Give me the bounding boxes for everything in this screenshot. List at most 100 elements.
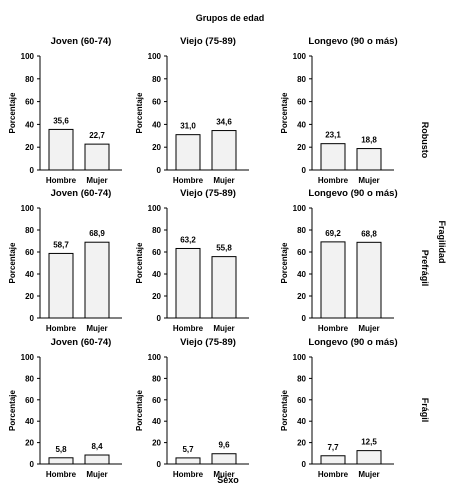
bar-value-label: 31,0 xyxy=(180,122,196,131)
bar-value-label: 58,7 xyxy=(53,240,69,249)
bar-hombre xyxy=(176,135,200,170)
panel-title: Longevo (90 o más) xyxy=(308,337,397,348)
y-axis-label: Porcentaje xyxy=(135,242,144,283)
y-tick-label: 100 xyxy=(293,353,307,362)
y-tick-label: 60 xyxy=(152,396,161,405)
bar-value-label: 5,7 xyxy=(182,445,194,454)
bar-mujer xyxy=(85,242,109,318)
y-tick-label: 0 xyxy=(157,314,162,323)
bar-mujer xyxy=(357,149,381,170)
panel-title: Viejo (75-89) xyxy=(180,337,236,348)
x-category-label: Hombre xyxy=(46,324,77,333)
y-tick-label: 60 xyxy=(25,396,34,405)
bar-value-label: 23,1 xyxy=(325,131,341,140)
x-category-label: Mujer xyxy=(86,176,107,185)
bar-hombre xyxy=(321,144,345,170)
y-axis-label: Porcentaje xyxy=(135,389,144,430)
y-tick-label: 60 xyxy=(297,396,306,405)
panel-title: Viejo (75-89) xyxy=(180,188,236,199)
y-tick-label: 0 xyxy=(157,460,162,469)
y-tick-label: 80 xyxy=(152,226,161,235)
y-tick-label: 0 xyxy=(302,314,307,323)
bar-mujer xyxy=(357,451,381,464)
y-tick-label: 20 xyxy=(152,292,161,301)
bar-value-label: 55,8 xyxy=(216,244,232,253)
y-tick-label: 80 xyxy=(25,226,34,235)
bar-value-label: 63,2 xyxy=(180,235,196,244)
y-tick-label: 40 xyxy=(25,270,34,279)
y-tick-label: 100 xyxy=(148,353,162,362)
y-tick-label: 100 xyxy=(21,204,35,213)
x-category-label: Mujer xyxy=(86,324,107,333)
x-category-label: Mujer xyxy=(358,324,379,333)
y-tick-label: 60 xyxy=(152,98,161,107)
y-tick-label: 0 xyxy=(30,166,35,175)
bar-hombre xyxy=(49,129,73,170)
y-tick-label: 40 xyxy=(297,270,306,279)
y-tick-label: 0 xyxy=(30,314,35,323)
side-group-label: Fragilidad xyxy=(437,220,447,263)
y-tick-label: 100 xyxy=(148,52,162,61)
bar-mujer xyxy=(212,131,236,170)
x-category-label: Mujer xyxy=(213,176,234,185)
row-label: Robusto xyxy=(420,122,430,159)
panel-title: Viejo (75-89) xyxy=(180,36,236,47)
x-category-label: Hombre xyxy=(318,324,349,333)
y-axis-label: Porcentaje xyxy=(8,92,17,133)
y-tick-label: 40 xyxy=(152,270,161,279)
y-tick-label: 100 xyxy=(148,204,162,213)
y-tick-label: 60 xyxy=(297,98,306,107)
y-tick-label: 20 xyxy=(25,143,34,152)
y-tick-label: 40 xyxy=(297,120,306,129)
y-tick-label: 80 xyxy=(152,75,161,84)
bar-value-label: 22,7 xyxy=(89,131,105,140)
y-tick-label: 40 xyxy=(152,120,161,129)
y-tick-label: 20 xyxy=(297,143,306,152)
bar-value-label: 18,8 xyxy=(361,136,377,145)
y-tick-label: 20 xyxy=(297,292,306,301)
y-tick-label: 80 xyxy=(25,75,34,84)
y-tick-label: 20 xyxy=(297,439,306,448)
y-tick-label: 40 xyxy=(297,417,306,426)
bar-value-label: 68,9 xyxy=(89,229,105,238)
figure-header: Grupos de edad xyxy=(196,13,265,23)
bar-mujer xyxy=(212,454,236,464)
x-category-label: Hombre xyxy=(173,324,204,333)
y-tick-label: 100 xyxy=(293,204,307,213)
panel-title: Longevo (90 o más) xyxy=(308,36,397,47)
x-category-label: Hombre xyxy=(173,470,204,479)
y-tick-label: 100 xyxy=(21,353,35,362)
bar-value-label: 7,7 xyxy=(327,443,339,452)
y-tick-label: 80 xyxy=(297,226,306,235)
bar-value-label: 69,2 xyxy=(325,229,341,238)
bar-mujer xyxy=(85,455,109,464)
panel-title: Longevo (90 o más) xyxy=(308,188,397,199)
bar-hombre xyxy=(321,456,345,464)
y-tick-label: 80 xyxy=(297,75,306,84)
y-axis-label: Porcentaje xyxy=(8,242,17,283)
bar-hombre xyxy=(321,242,345,318)
y-tick-label: 20 xyxy=(25,292,34,301)
y-tick-label: 100 xyxy=(21,52,35,61)
y-axis-label: Porcentaje xyxy=(280,389,289,430)
y-tick-label: 100 xyxy=(293,52,307,61)
y-tick-label: 60 xyxy=(25,248,34,257)
y-tick-label: 0 xyxy=(302,166,307,175)
bar-hombre xyxy=(49,253,73,318)
bar-value-label: 5,8 xyxy=(55,445,67,454)
y-tick-label: 40 xyxy=(25,417,34,426)
y-tick-label: 0 xyxy=(30,460,35,469)
y-tick-label: 40 xyxy=(25,120,34,129)
bar-mujer xyxy=(85,144,109,170)
y-axis-label: Porcentaje xyxy=(280,92,289,133)
y-tick-label: 60 xyxy=(152,248,161,257)
x-category-label: Hombre xyxy=(318,470,349,479)
y-tick-label: 60 xyxy=(297,248,306,257)
panel-title: Joven (60-74) xyxy=(51,36,112,47)
bar-value-label: 34,6 xyxy=(216,118,232,127)
bar-value-label: 9,6 xyxy=(218,441,230,450)
bar-value-label: 35,6 xyxy=(53,116,69,125)
y-tick-label: 40 xyxy=(152,417,161,426)
y-tick-label: 80 xyxy=(297,374,306,383)
